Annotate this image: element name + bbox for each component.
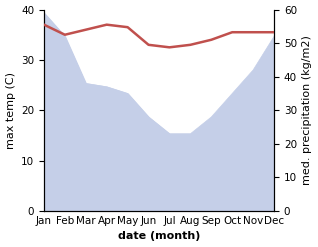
X-axis label: date (month): date (month) bbox=[118, 231, 200, 242]
Y-axis label: max temp (C): max temp (C) bbox=[5, 72, 16, 149]
Y-axis label: med. precipitation (kg/m2): med. precipitation (kg/m2) bbox=[302, 35, 313, 185]
